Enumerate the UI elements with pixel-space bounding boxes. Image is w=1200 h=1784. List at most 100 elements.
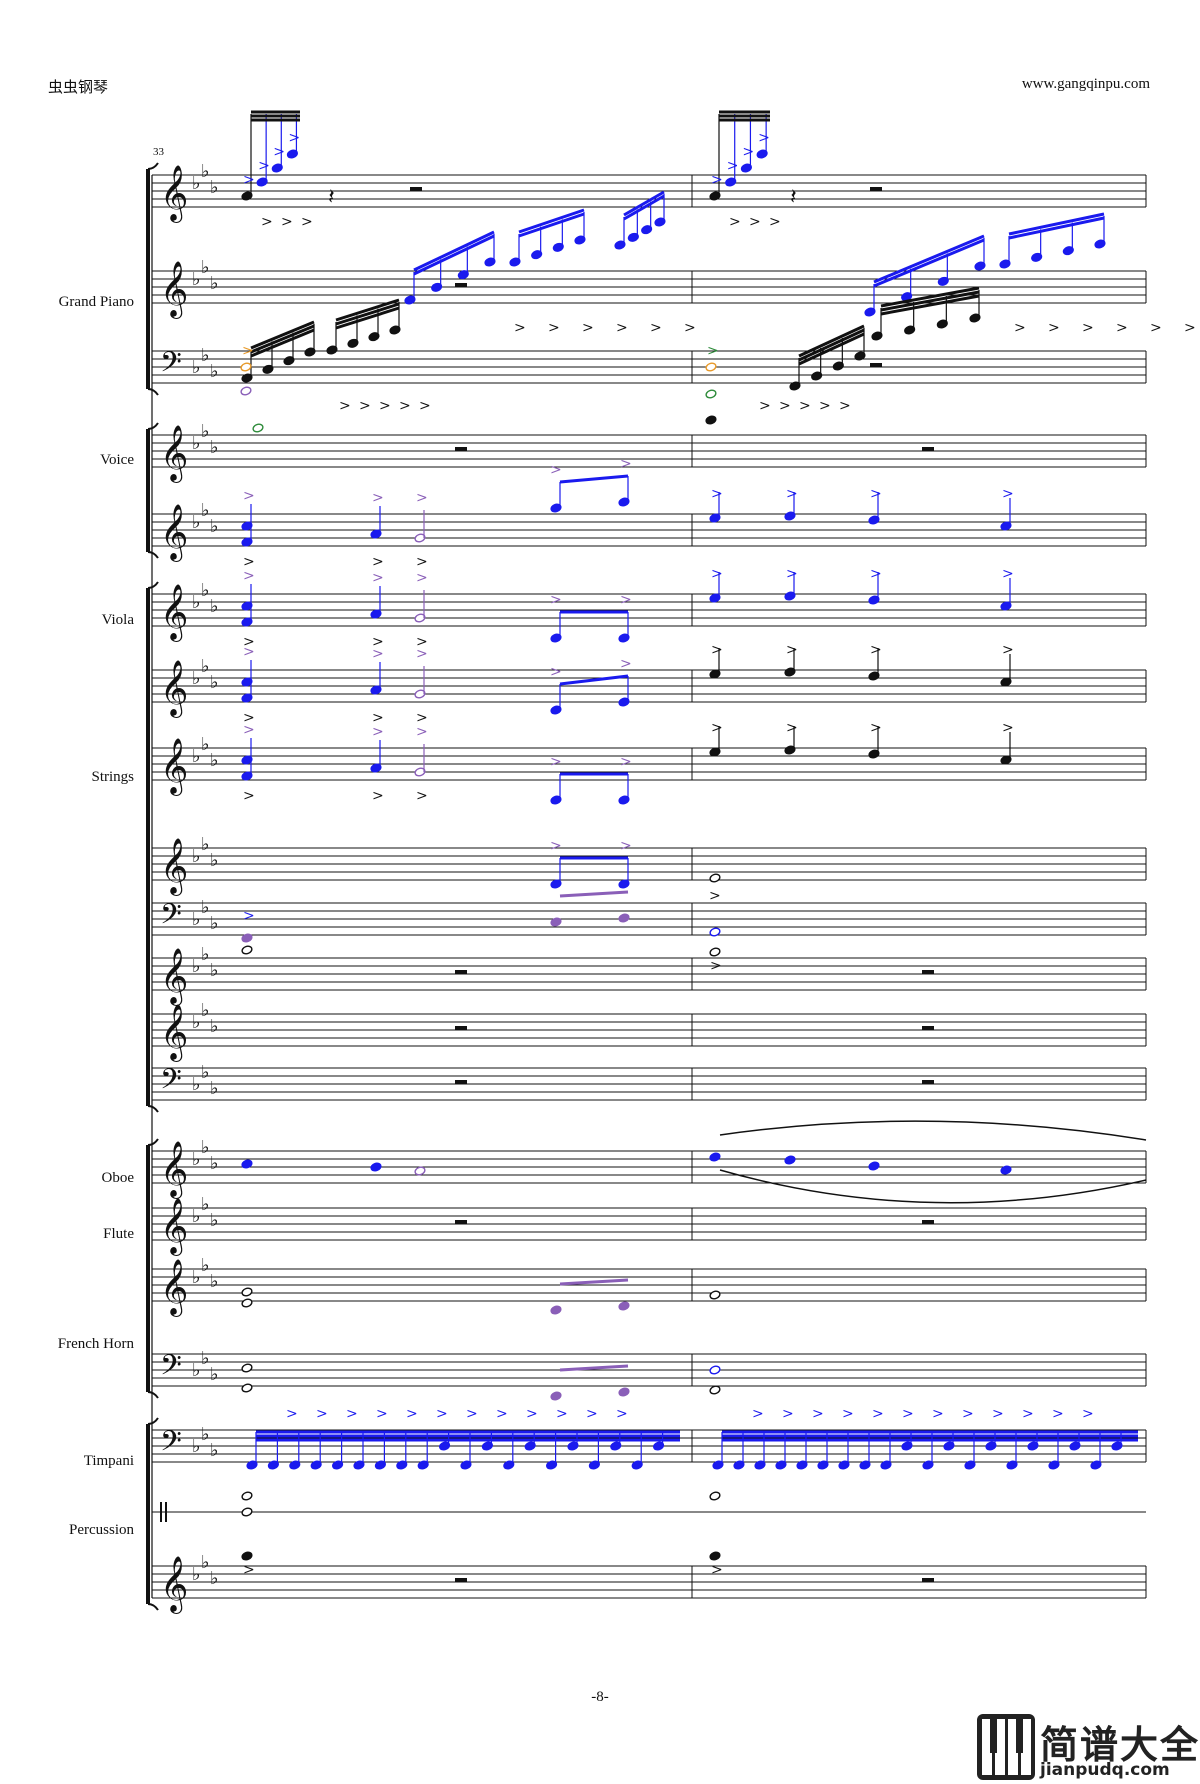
note-head [588, 1460, 600, 1470]
note-head [618, 1387, 630, 1397]
flat-key-icon: ♭ [210, 1016, 219, 1037]
bass-clef-icon: 𝄢 [160, 1349, 182, 1389]
note-head [832, 361, 844, 371]
accent-mark: > [550, 838, 562, 854]
treble-clef-icon: 𝄞 [160, 660, 188, 718]
accent-mark: > [416, 570, 428, 586]
accent-mark: > [684, 320, 696, 336]
flat-key-icon: ♭ [192, 433, 201, 454]
instrument-label-grand-piano: Grand Piano [58, 294, 134, 310]
whole-rest [922, 1578, 934, 1582]
beam [873, 238, 985, 288]
note-head [241, 693, 253, 703]
note-head [241, 755, 253, 765]
bracket-hook [147, 1138, 159, 1146]
whole-rest [455, 1220, 467, 1224]
accent-mark: > [286, 1406, 298, 1422]
note-head [627, 232, 639, 242]
note-head [811, 371, 823, 381]
accent-mark: > [1048, 320, 1060, 336]
flat-key-icon: ♭ [210, 516, 219, 537]
accent-mark: > [243, 908, 255, 924]
flat-key-icon: ♭ [192, 1012, 201, 1033]
accent-mark: > [1150, 320, 1162, 336]
accent-mark: > [616, 320, 628, 336]
accent-mark: > [1184, 320, 1196, 336]
flat-key-icon: ♭ [201, 1424, 210, 1445]
treble-clef-icon: 𝄞 [160, 738, 188, 796]
instrument-label-timpani: Timpani [83, 1453, 134, 1469]
beam [335, 306, 400, 330]
note-head [347, 338, 359, 348]
bracket-hook [147, 1603, 159, 1611]
note-head [550, 917, 562, 927]
note-head [784, 1155, 796, 1165]
flat-key-icon: ♭ [201, 656, 210, 677]
accent-mark: > [586, 1406, 598, 1422]
beam [798, 332, 865, 366]
flat-key-icon: ♭ [192, 909, 201, 930]
accent-mark: > [406, 1406, 418, 1422]
note-head [326, 345, 338, 355]
accent-mark: > [372, 788, 384, 804]
note-head [241, 945, 253, 955]
accent-mark: > [742, 144, 754, 160]
treble-clef-icon: 𝄞 [160, 1141, 188, 1199]
note-head [709, 927, 721, 937]
flat-key-icon: ♭ [201, 1062, 210, 1083]
percussion-clef-icon [165, 1502, 167, 1522]
note-head [705, 362, 717, 372]
whole-rest [455, 1578, 467, 1582]
beam [413, 234, 495, 276]
treble-clef-icon: 𝄞 [160, 261, 188, 319]
piano-keys-logo-icon [977, 1714, 1035, 1780]
accent-mark: > [316, 1406, 328, 1422]
note-head [784, 591, 796, 601]
accent-mark: > [556, 1406, 568, 1422]
whole-rest [455, 1026, 467, 1030]
note-head [241, 933, 253, 943]
note-head [396, 1460, 408, 1470]
note-head [310, 1460, 322, 1470]
note-head [1000, 677, 1012, 687]
note-head [868, 515, 880, 525]
flat-key-icon: ♭ [192, 1360, 201, 1381]
accent-mark: > [870, 720, 882, 736]
accent-mark: > [1002, 642, 1014, 658]
beam [880, 290, 980, 312]
accent-mark: > [932, 1406, 944, 1422]
accent-mark: > [711, 486, 723, 502]
accent-mark: > [1014, 320, 1026, 336]
note-head [868, 749, 880, 759]
note-head [574, 235, 586, 245]
note-head [414, 689, 426, 699]
bracket-hook [147, 551, 159, 559]
flat-key-icon: ♭ [201, 1194, 210, 1215]
flat-key-icon: ♭ [210, 1364, 219, 1385]
note-head [880, 1460, 892, 1470]
accent-mark: > [711, 172, 723, 188]
accent-mark: > [379, 398, 391, 414]
accent-mark: > [1002, 720, 1014, 736]
flat-key-icon: ♭ [192, 1436, 201, 1457]
beam [873, 234, 985, 284]
accent-mark: > [711, 566, 723, 582]
instrument-label-oboe: Oboe [101, 1170, 135, 1186]
flat-key-icon: ♭ [201, 257, 210, 278]
bass-clef-icon: 𝄢 [160, 1425, 182, 1465]
treble-clef-icon: 𝄞 [160, 1004, 188, 1062]
instrument-label-strings: Strings [91, 769, 134, 785]
note-head [756, 149, 768, 159]
note-head [332, 1460, 344, 1470]
accent-mark: > [372, 634, 384, 650]
note-head [1048, 1460, 1060, 1470]
beam [518, 208, 585, 234]
note-head [368, 332, 380, 342]
accent-mark: > [372, 490, 384, 506]
flat-key-icon: ♭ [210, 1210, 219, 1231]
note-head [618, 1301, 630, 1311]
accent-mark: > [752, 1406, 764, 1422]
flat-key-icon: ♭ [192, 846, 201, 867]
treble-clef-icon: 𝄞 [160, 1556, 188, 1614]
accent-mark: > [339, 398, 351, 414]
